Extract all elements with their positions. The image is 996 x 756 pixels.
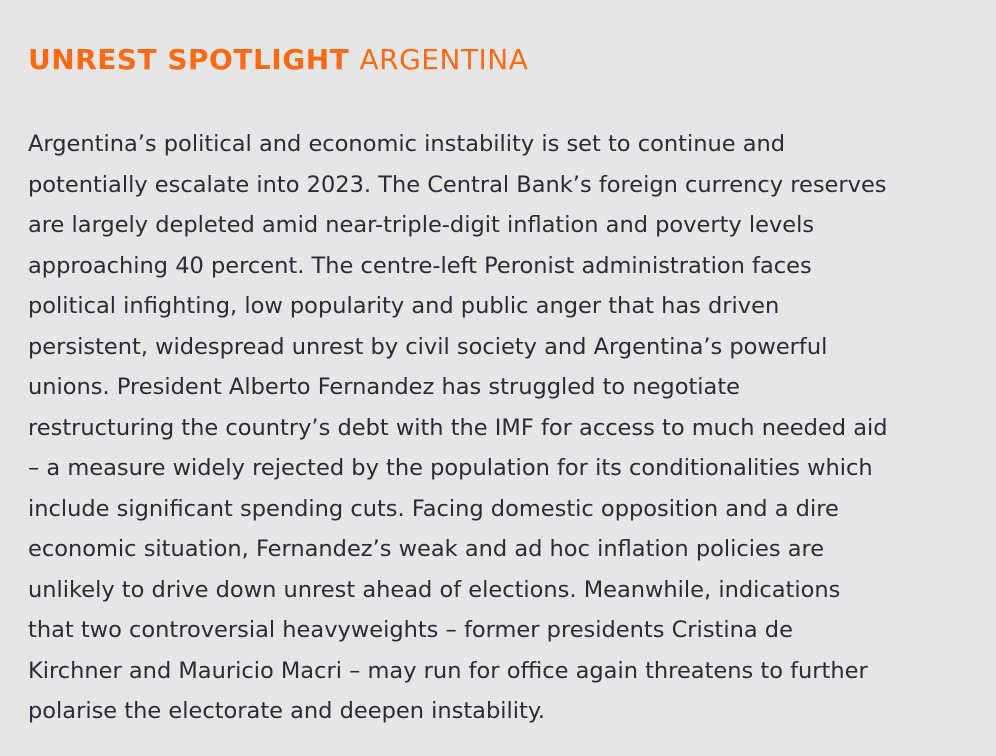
body-line: economic situation, Fernandez’s weak and… [28,536,825,562]
body-line: are largely depleted amid near-triple-di… [28,212,815,238]
body-line: political infighting, low popularity and… [28,293,780,319]
page-title: UNREST SPOTLIGHT ARGENTINA [28,43,528,76]
body-line: include significant spending cuts. Facin… [28,495,839,522]
body-line: persistent, widespread unrest by civil s… [28,333,828,360]
body-line: unions. President Alberto Fernandez has … [28,374,740,400]
body-line: restructuring the country’s debt with th… [28,414,888,441]
body-line: that two controversial heavyweights – fo… [28,617,793,643]
title-bold: UNREST SPOTLIGHT [28,43,350,76]
body-line: polarise the electorate and deepen insta… [28,698,546,724]
body-line: Argentina’s political and economic insta… [28,131,786,157]
body-line: unlikely to drive down unrest ahead of e… [28,576,841,603]
body-paragraph: Argentina’s political and economic insta… [28,124,888,732]
body-line: – a measure widely rejected by the popul… [28,455,873,481]
body-line: Kirchner and Mauricio Macri – may run fo… [28,657,868,684]
body-line: approaching 40 percent. The centre-left … [28,252,812,279]
body-line: potentially escalate into 2023. The Cent… [28,171,887,198]
title-country: ARGENTINA [359,43,529,76]
